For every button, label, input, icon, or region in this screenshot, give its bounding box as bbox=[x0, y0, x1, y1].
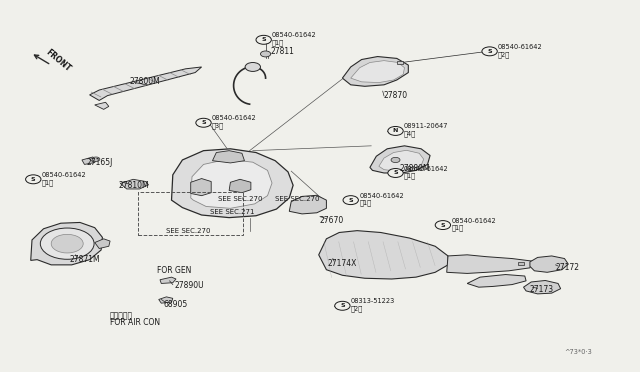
Text: FOR GEN: FOR GEN bbox=[157, 266, 191, 275]
Polygon shape bbox=[342, 57, 408, 86]
Circle shape bbox=[335, 301, 350, 310]
Text: 08540-61642: 08540-61642 bbox=[498, 44, 543, 50]
Circle shape bbox=[388, 169, 403, 177]
Polygon shape bbox=[191, 159, 272, 208]
Text: FRONT: FRONT bbox=[44, 47, 72, 73]
Polygon shape bbox=[319, 231, 448, 279]
Text: ^73*0·3: ^73*0·3 bbox=[564, 349, 592, 355]
Text: （1）: （1） bbox=[403, 173, 415, 179]
Text: S: S bbox=[340, 303, 345, 308]
Text: 08540-61642: 08540-61642 bbox=[403, 166, 448, 171]
Polygon shape bbox=[95, 239, 110, 248]
Text: SEE SEC.271: SEE SEC.271 bbox=[210, 209, 255, 215]
Text: （4）: （4） bbox=[403, 131, 415, 137]
Text: S: S bbox=[261, 37, 266, 42]
Polygon shape bbox=[172, 149, 293, 218]
Text: 27800M: 27800M bbox=[129, 77, 160, 86]
Circle shape bbox=[92, 157, 100, 161]
Bar bbox=[397, 61, 403, 64]
Text: 08911-20647: 08911-20647 bbox=[403, 124, 448, 129]
Text: S: S bbox=[31, 177, 36, 182]
Text: FOR AIR CON: FOR AIR CON bbox=[110, 318, 160, 327]
Text: （1）: （1） bbox=[272, 39, 284, 46]
Circle shape bbox=[343, 196, 358, 205]
Text: エアコン用: エアコン用 bbox=[110, 311, 133, 320]
Text: 27871M: 27871M bbox=[69, 255, 100, 264]
Circle shape bbox=[256, 35, 271, 44]
Circle shape bbox=[388, 126, 403, 135]
Polygon shape bbox=[95, 102, 109, 109]
Text: （1）: （1） bbox=[451, 225, 463, 231]
Polygon shape bbox=[530, 256, 568, 272]
Text: 27870: 27870 bbox=[384, 92, 408, 100]
Text: 68905: 68905 bbox=[163, 300, 188, 309]
Text: SEE SEC.270: SEE SEC.270 bbox=[166, 228, 211, 234]
Text: 27172: 27172 bbox=[556, 263, 580, 272]
Polygon shape bbox=[379, 150, 424, 171]
Circle shape bbox=[260, 51, 271, 57]
Polygon shape bbox=[90, 67, 202, 100]
Text: 08540-61642: 08540-61642 bbox=[272, 32, 317, 38]
Text: （1）: （1） bbox=[42, 179, 54, 186]
Polygon shape bbox=[524, 280, 561, 294]
Polygon shape bbox=[191, 179, 211, 196]
Text: 08313-51223: 08313-51223 bbox=[351, 298, 395, 304]
Text: 27670: 27670 bbox=[320, 216, 344, 225]
Text: S: S bbox=[487, 49, 492, 54]
Polygon shape bbox=[31, 222, 102, 265]
Circle shape bbox=[26, 175, 41, 184]
Text: 08540-61642: 08540-61642 bbox=[451, 218, 496, 224]
Text: 27165J: 27165J bbox=[86, 158, 113, 167]
Text: S: S bbox=[440, 222, 445, 228]
Polygon shape bbox=[351, 61, 404, 83]
Circle shape bbox=[245, 62, 260, 71]
Text: 27890U: 27890U bbox=[174, 281, 204, 290]
Text: （2）: （2） bbox=[498, 51, 510, 58]
Text: 08540-61642: 08540-61642 bbox=[42, 172, 86, 178]
Circle shape bbox=[196, 118, 211, 127]
Polygon shape bbox=[212, 151, 244, 163]
Text: 08540-61642: 08540-61642 bbox=[211, 115, 256, 121]
Text: 27173: 27173 bbox=[530, 285, 554, 294]
Circle shape bbox=[51, 234, 83, 253]
Text: SEE SEC.270: SEE SEC.270 bbox=[275, 196, 320, 202]
Polygon shape bbox=[447, 255, 532, 273]
Circle shape bbox=[435, 221, 451, 230]
Polygon shape bbox=[160, 277, 176, 283]
Text: S: S bbox=[201, 120, 206, 125]
Text: SEE SEC.270: SEE SEC.270 bbox=[218, 196, 262, 202]
Text: （1）: （1） bbox=[360, 200, 372, 206]
Polygon shape bbox=[229, 179, 251, 193]
Text: S: S bbox=[348, 198, 353, 203]
Text: 27880M: 27880M bbox=[400, 164, 431, 173]
Polygon shape bbox=[467, 275, 526, 287]
Text: N: N bbox=[393, 128, 398, 134]
Text: S: S bbox=[393, 170, 398, 176]
Circle shape bbox=[482, 47, 497, 56]
Polygon shape bbox=[82, 157, 96, 164]
Polygon shape bbox=[370, 146, 430, 173]
Text: 08540-61642: 08540-61642 bbox=[360, 193, 404, 199]
Circle shape bbox=[40, 228, 94, 259]
Text: 27810M: 27810M bbox=[118, 181, 149, 190]
Circle shape bbox=[391, 157, 400, 163]
Text: （3）: （3） bbox=[211, 122, 223, 129]
Text: 27811: 27811 bbox=[270, 47, 294, 56]
Polygon shape bbox=[120, 179, 148, 189]
Bar bbox=[518, 262, 524, 265]
Text: 27174X: 27174X bbox=[328, 259, 357, 268]
Polygon shape bbox=[289, 195, 326, 214]
Text: （2）: （2） bbox=[351, 305, 363, 312]
Polygon shape bbox=[159, 297, 173, 303]
